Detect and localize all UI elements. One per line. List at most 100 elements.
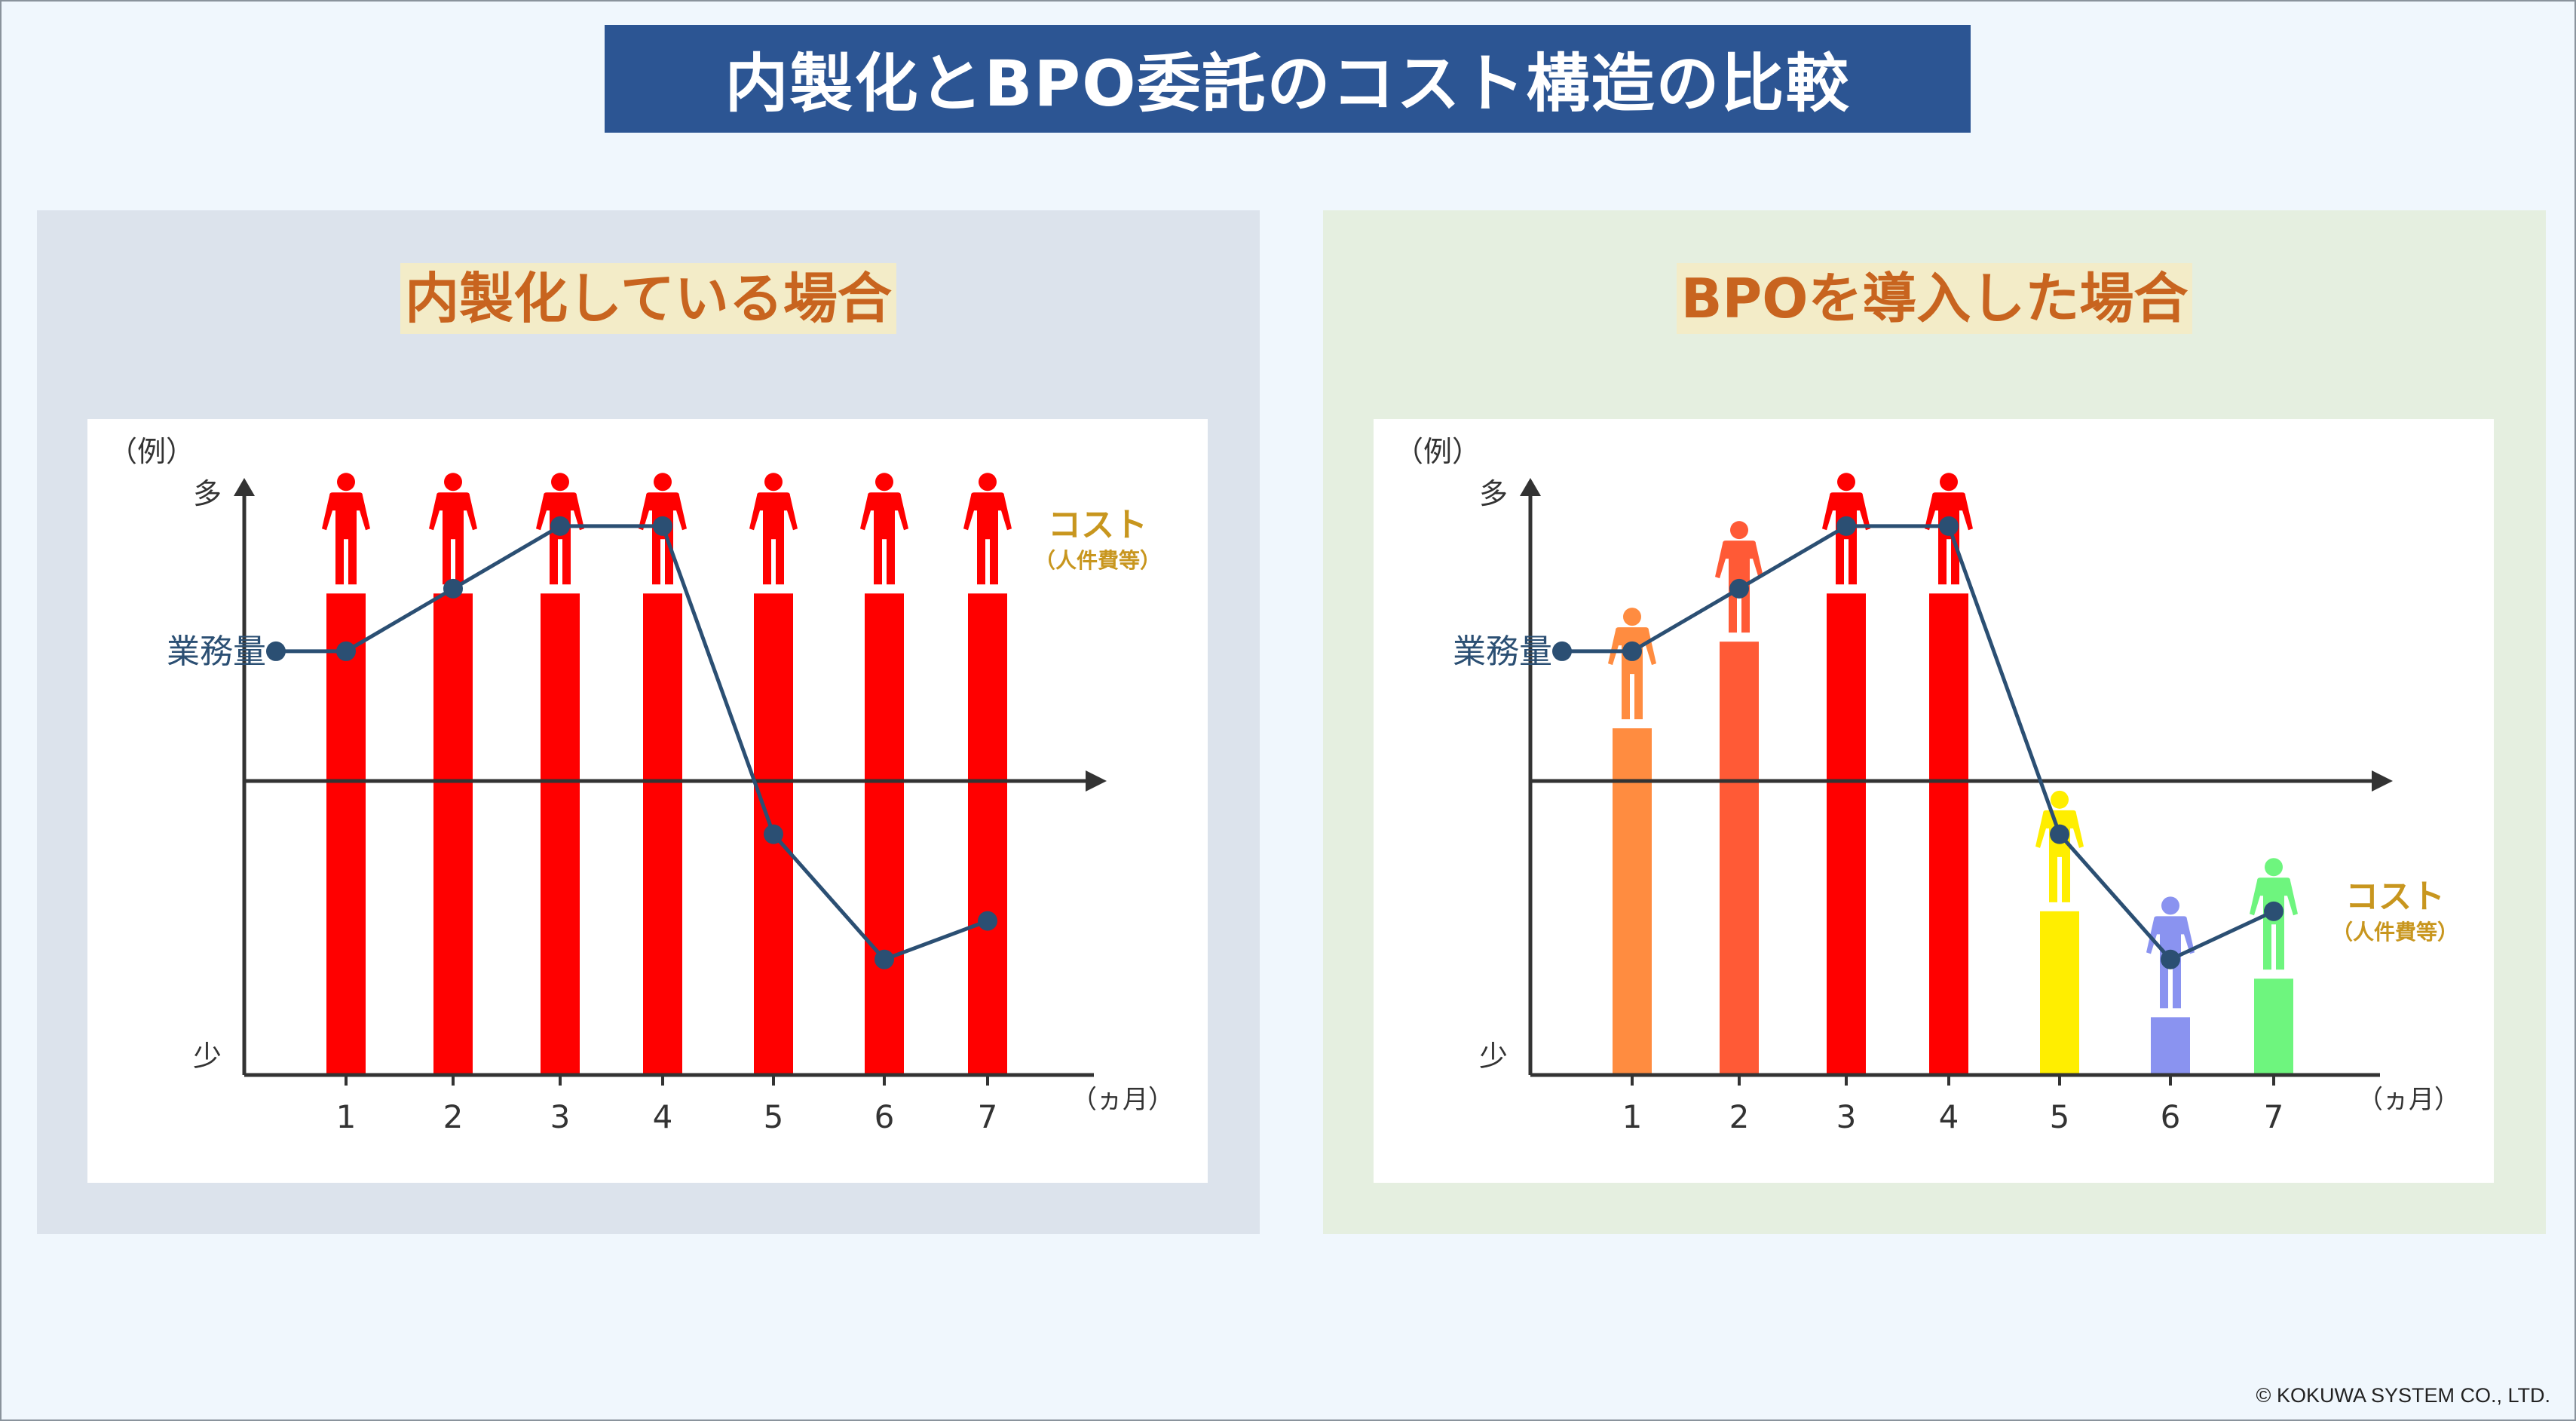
cost-label: コスト [1048, 506, 1147, 544]
x-tick-label: 1 [336, 1098, 357, 1135]
x-tick-label: 1 [1622, 1098, 1643, 1135]
workload-point [653, 516, 672, 536]
example-label: （例） [109, 435, 195, 468]
person-head [1730, 521, 1748, 540]
cost-bar [2040, 911, 2079, 1075]
cost-bar [968, 593, 1007, 1075]
cost-sub-label: （人件費等） [2332, 920, 2458, 945]
cost-bar [2151, 1017, 2190, 1075]
y-label-less: 少 [193, 1040, 222, 1073]
person-head [1940, 473, 1958, 492]
x-tick-label: 5 [2050, 1098, 2070, 1135]
panel-heading-text: BPOを導入した場合 [1676, 263, 2193, 334]
workload-point [874, 949, 894, 969]
workload-point [336, 641, 356, 661]
person-body [1925, 492, 1973, 585]
person-body [2250, 877, 2298, 970]
cost-bar [865, 593, 904, 1075]
workload-line [1562, 524, 2275, 962]
workload-point [2264, 901, 2283, 921]
x-axis-arrow [2372, 770, 2393, 792]
x-unit-label: （ヵ月） [2357, 1085, 2460, 1115]
workload-label: 業務量 [1453, 632, 1552, 671]
x-tick-label: 4 [653, 1098, 673, 1135]
cost-bar [326, 593, 366, 1075]
cost-bar [541, 593, 580, 1075]
person-body [536, 492, 584, 585]
person-icon [1608, 608, 1656, 720]
workload-point [443, 578, 463, 599]
slide-title: 内製化とBPO委託のコスト構造の比較 [605, 25, 1971, 133]
workload-point [1622, 641, 1642, 661]
workload-point [2161, 949, 2180, 969]
cost-bar [2254, 978, 2293, 1075]
person-head [551, 473, 569, 492]
person-body [429, 492, 477, 585]
person-icon [1822, 473, 1870, 585]
y-label-more: 多 [193, 477, 222, 510]
person-icon [860, 473, 908, 585]
x-tick-label: 2 [443, 1098, 464, 1135]
x-unit-label: （ヵ月） [1071, 1085, 1174, 1115]
workload-label: 業務量 [167, 632, 266, 671]
x-tick-label: 6 [2161, 1098, 2181, 1135]
workload-point [1552, 641, 1572, 661]
person-icon [322, 473, 370, 585]
workload-point [1729, 578, 1749, 599]
panel-inhouse: 内製化している場合 （例） 多少 （ヵ月） 1 2 3 4 5 6 7 業務量 コスト （人件費等） [37, 210, 1260, 1234]
person-head [444, 473, 462, 492]
copyright-text: © KOKUWA SYSTEM CO., LTD. [2256, 1384, 2550, 1407]
x-tick-label: 3 [550, 1098, 571, 1135]
person-body [963, 492, 1012, 585]
workload-point [1939, 516, 1959, 536]
panel-heading-bpo: BPOを導入した場合 [1323, 263, 2546, 334]
chart-bpo: （例） 多少 （ヵ月） 1 2 3 4 5 6 7 業務量 コスト （人件費等） [1374, 419, 2494, 1183]
x-tick-label: 4 [1939, 1098, 1959, 1135]
workload-line [276, 524, 988, 962]
person-head [2265, 858, 2283, 877]
panel-heading-text: 内製化している場合 [400, 263, 896, 334]
person-body [1822, 492, 1870, 585]
y-axis-arrow [234, 478, 255, 496]
x-axis-arrow [1086, 770, 1107, 792]
cost-bar [1929, 593, 1968, 1075]
person-head [2161, 896, 2179, 915]
y-axis-arrow [1520, 478, 1541, 496]
cost-bar [433, 593, 473, 1075]
person-head [1837, 473, 1855, 492]
person-head [875, 473, 893, 492]
person-head [764, 473, 783, 492]
person-icon [1925, 473, 1973, 585]
workload-point [1836, 516, 1856, 536]
person-icon [536, 473, 584, 585]
cost-bar [1613, 728, 1652, 1075]
person-head [337, 473, 355, 492]
x-tick-label: 6 [874, 1098, 895, 1135]
slide-title-text: 内製化とBPO委託のコスト構造の比較 [724, 47, 1851, 121]
y-label-less: 少 [1479, 1040, 1508, 1073]
cost-sub-label: （人件費等） [1034, 548, 1161, 573]
panel-heading-inhouse: 内製化している場合 [37, 263, 1260, 334]
workload-point [2050, 824, 2069, 844]
x-tick-label: 7 [978, 1098, 998, 1135]
panel-bpo: BPOを導入した場合 （例） 多少 （ヵ月） 1 2 3 4 5 6 7 業務量 コスト （人件費等） [1323, 210, 2546, 1234]
person-head [979, 473, 997, 492]
person-body [2035, 810, 2084, 902]
x-tick-label: 3 [1836, 1098, 1857, 1135]
person-body [860, 492, 908, 585]
cost-label: コスト [2345, 877, 2445, 916]
person-icon [2250, 858, 2298, 970]
workload-point [266, 641, 286, 661]
workload-point [550, 516, 570, 536]
person-body [1608, 627, 1656, 720]
x-tick-label: 7 [2264, 1098, 2284, 1135]
cost-bar [1827, 593, 1866, 1075]
person-icon [429, 473, 477, 585]
y-label-more: 多 [1479, 477, 1508, 510]
cost-bar [1720, 642, 1759, 1075]
person-body [639, 492, 687, 585]
person-head [2051, 790, 2069, 809]
person-body [322, 492, 370, 585]
